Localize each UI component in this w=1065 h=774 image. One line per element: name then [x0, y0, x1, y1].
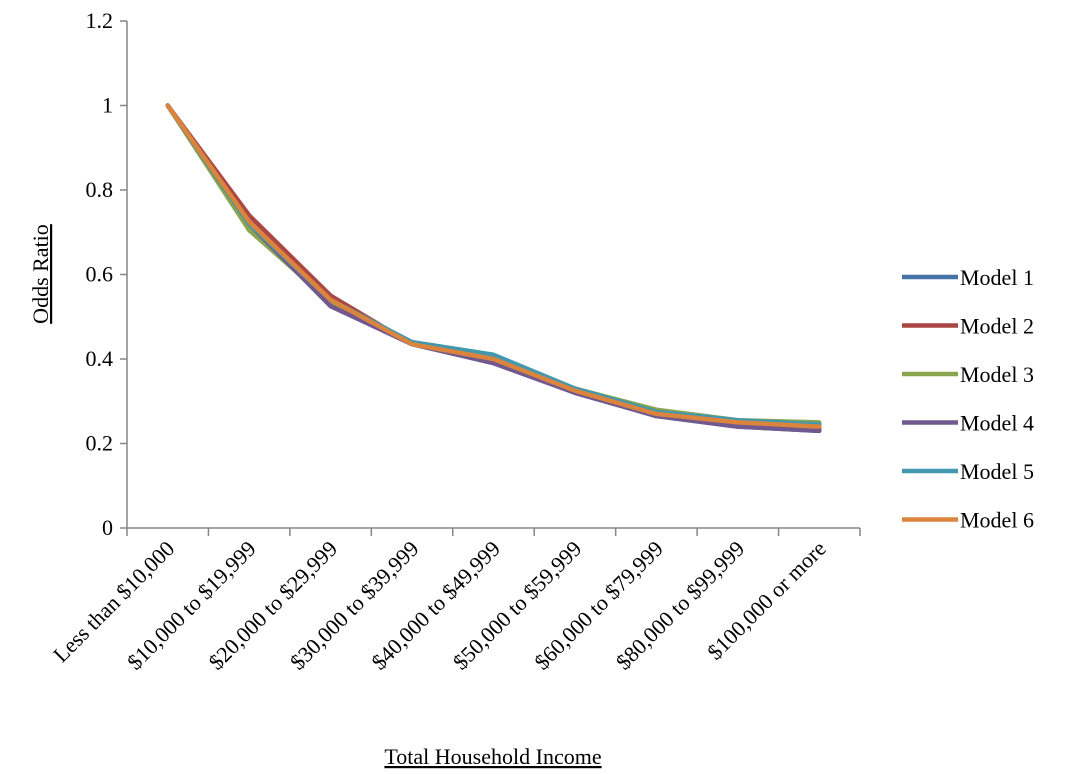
legend-label: Model 1 [960, 265, 1034, 290]
x-axis-title: Total Household Income [384, 744, 601, 769]
axes [126, 21, 860, 529]
y-tick-label: 1.2 [86, 8, 114, 33]
legend-label: Model 6 [960, 508, 1034, 533]
legend: Model 1 Model 2 Model 3 Model 4 Model 5 Model… [902, 265, 1034, 533]
x-ticks: Less than $10,000$10,000 to $19,999$20,0… [48, 528, 861, 675]
legend-label: Model 5 [960, 459, 1034, 484]
series-line-model-1 [165, 103, 822, 434]
y-tick-label: 0.4 [86, 346, 114, 371]
series-line-model-5 [165, 103, 822, 427]
legend-label: Model 3 [960, 362, 1034, 387]
y-ticks: 0 0.2 0.4 0.6 0.8 1 1.2 [86, 8, 127, 540]
series-lines [165, 103, 822, 434]
series-line-model-3 [165, 103, 822, 425]
legend-label: Model 2 [960, 314, 1034, 339]
series-line-model-6 [165, 103, 822, 429]
series-line-model-4 [165, 103, 822, 434]
y-tick-label: 1 [102, 93, 113, 118]
series-line-model-2 [165, 103, 822, 431]
y-tick-label: 0.2 [86, 431, 114, 456]
y-tick-label: 0.8 [86, 177, 114, 202]
y-tick-label: 0 [102, 515, 113, 540]
y-axis-title: Odds Ratio [28, 224, 53, 324]
legend-label: Model 4 [960, 411, 1034, 436]
y-tick-label: 0.6 [86, 262, 114, 287]
